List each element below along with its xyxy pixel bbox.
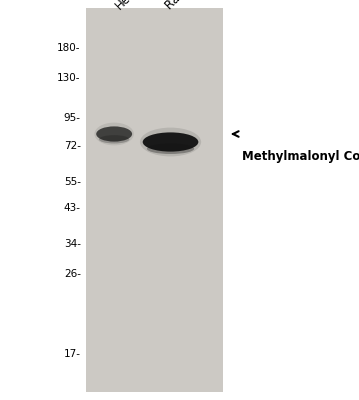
Text: 180-: 180- [57,43,81,53]
Text: 17-: 17- [64,349,81,359]
Text: 130-: 130- [57,73,81,83]
Text: 26-: 26- [64,269,81,279]
Text: Methylmalonyl Coenzyme A mutase: Methylmalonyl Coenzyme A mutase [242,150,359,163]
Text: 34-: 34- [64,239,81,249]
Text: 95-: 95- [64,113,81,123]
Ellipse shape [143,132,198,152]
Text: 72-: 72- [64,141,81,151]
Ellipse shape [147,144,194,154]
Ellipse shape [99,135,129,144]
Ellipse shape [94,122,134,146]
Text: Rat Brain: Rat Brain [163,0,211,12]
Ellipse shape [96,126,132,142]
Text: Hela: Hela [113,0,141,12]
Text: 43-: 43- [64,203,81,213]
Text: 55-: 55- [64,177,81,187]
Ellipse shape [140,128,201,156]
Bar [86,8,223,392]
